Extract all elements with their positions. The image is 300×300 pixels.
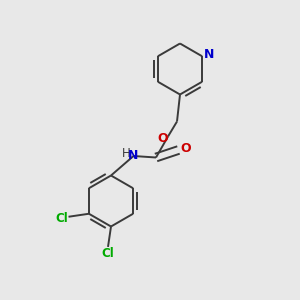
Text: N: N: [128, 149, 138, 162]
Text: Cl: Cl: [56, 212, 68, 225]
Text: N: N: [203, 48, 214, 61]
Text: H: H: [122, 147, 130, 160]
Text: O: O: [181, 142, 191, 155]
Text: Cl: Cl: [102, 247, 114, 260]
Text: O: O: [157, 131, 168, 145]
